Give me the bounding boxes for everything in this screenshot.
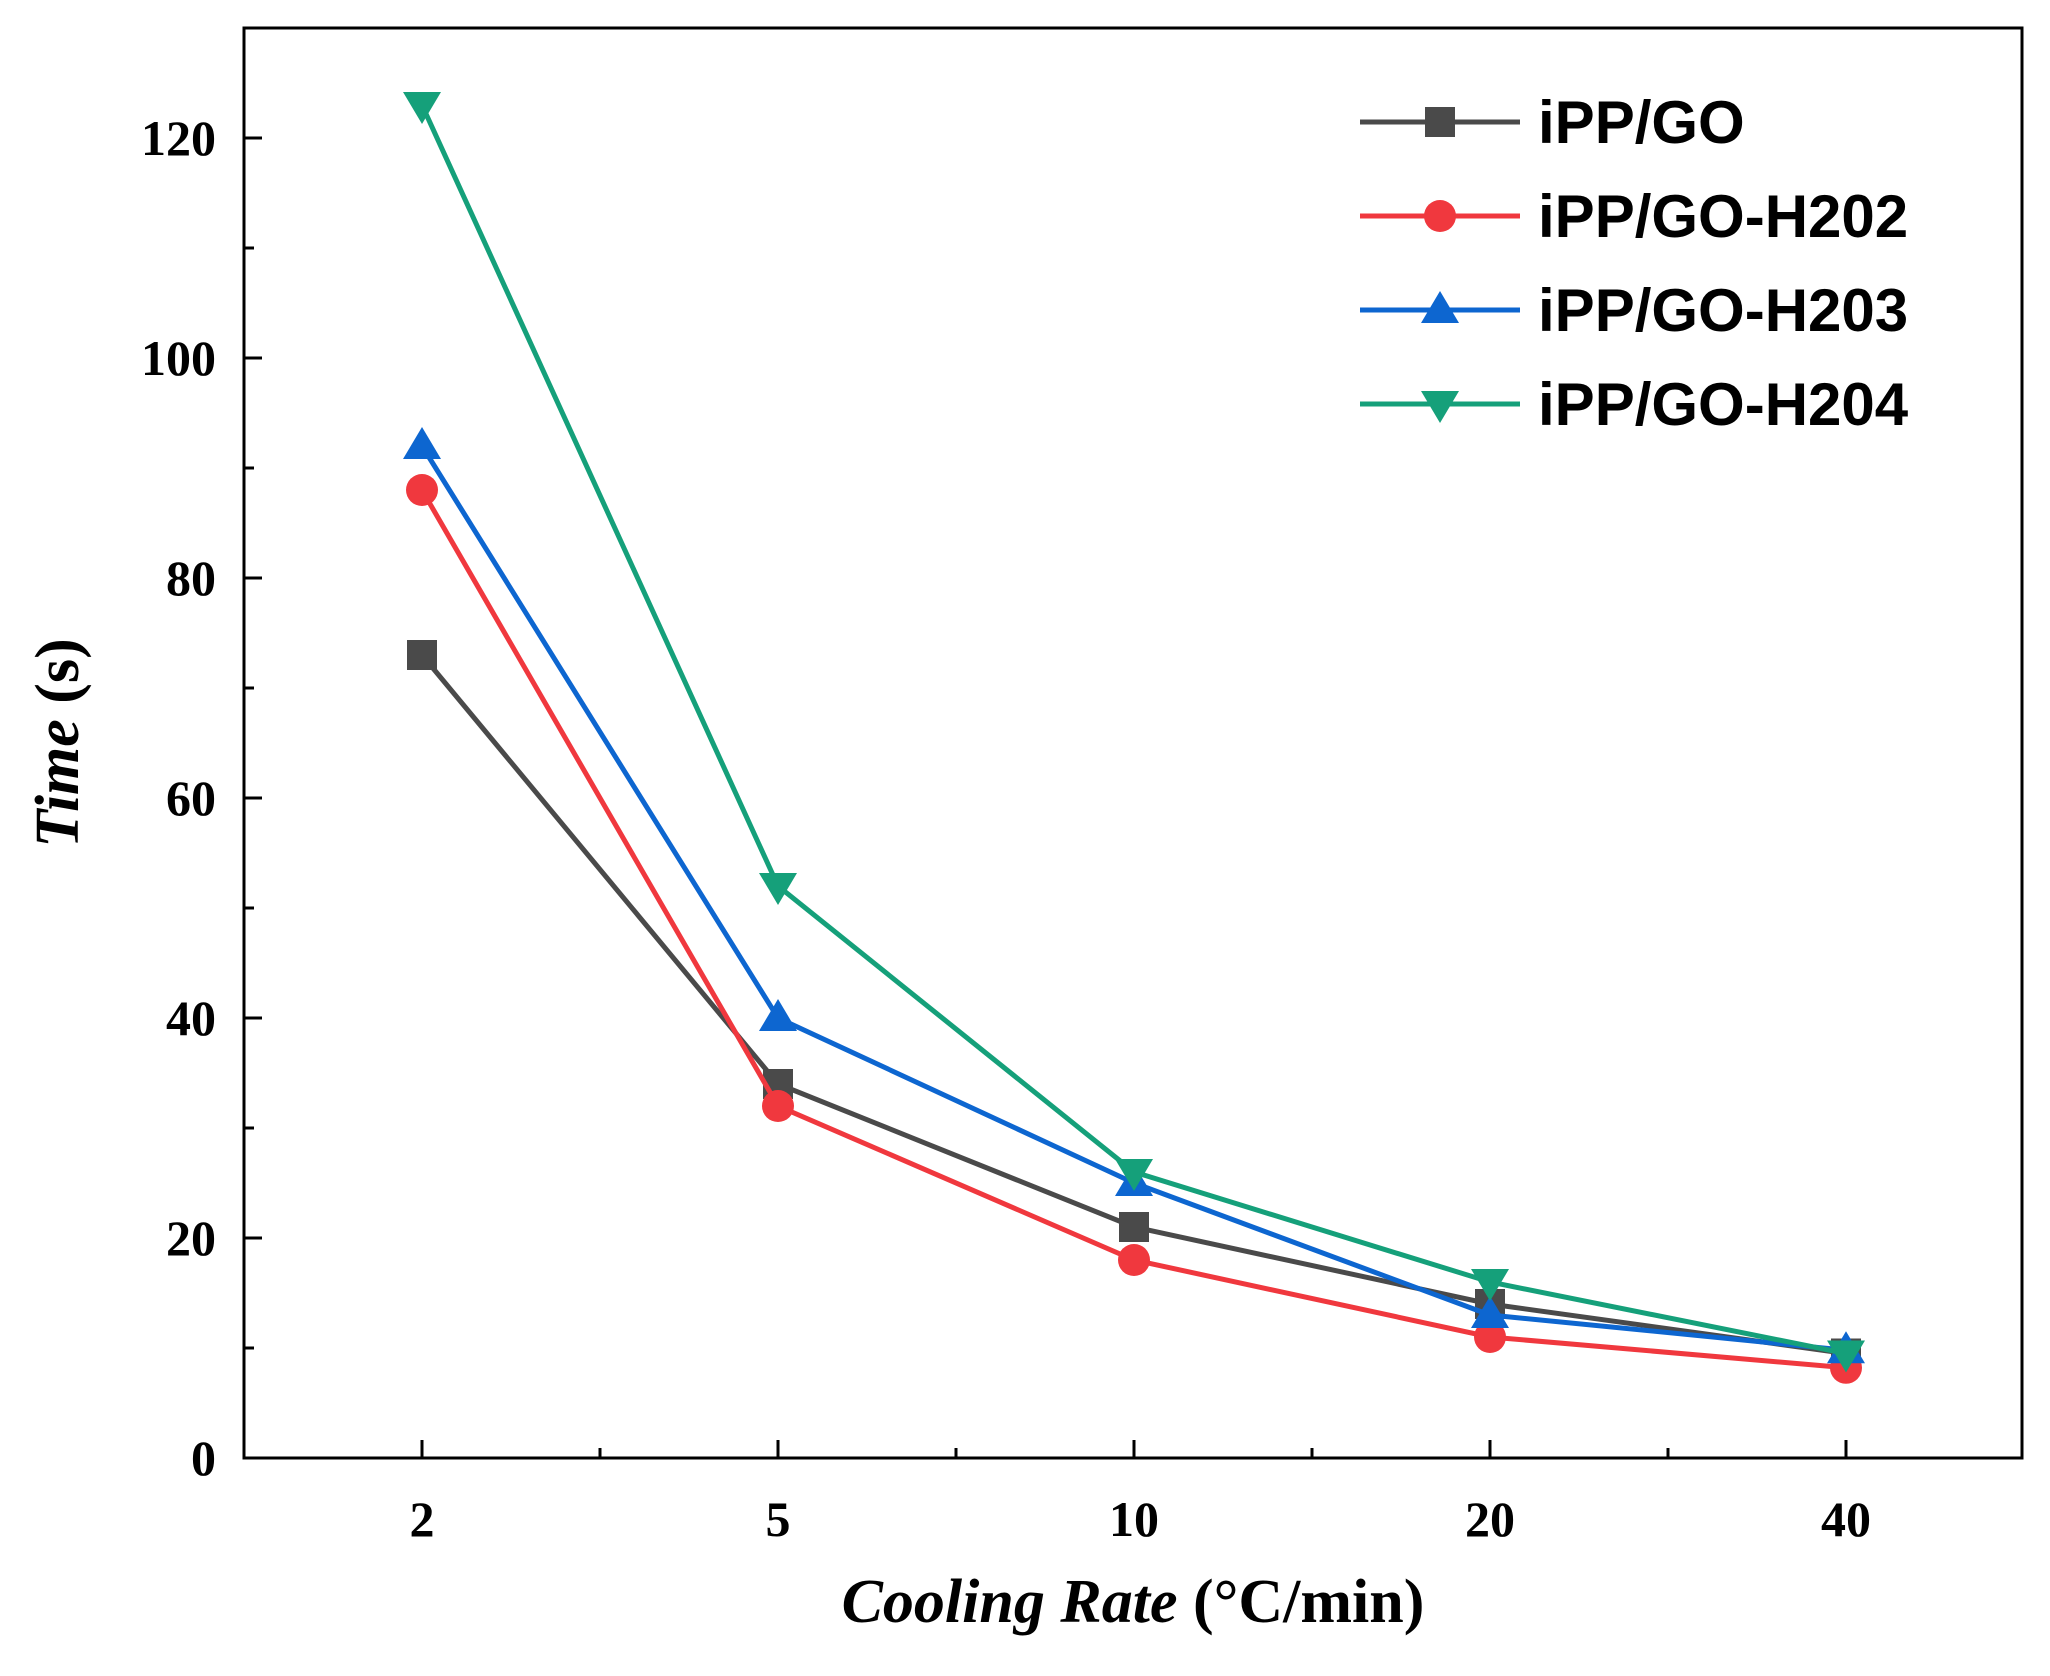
y-tick-label: 20 (166, 1210, 216, 1266)
y-axis-title-unit: (s) (24, 638, 92, 719)
data-point-ipp-go-h202 (406, 474, 438, 506)
y-axis-title: Time (s) (24, 638, 92, 847)
data-point-ipp-go (1119, 1212, 1149, 1242)
series-ipp-go-h204 (403, 92, 1865, 1373)
data-point-ipp-go-h202 (1118, 1244, 1150, 1276)
legend-marker (1424, 200, 1456, 232)
tick-marks: 0 20 40 60 80 100 120 2 5 10 20 40 (141, 110, 1871, 1547)
legend-item-ipp-go: iPP/GO (1360, 89, 1745, 156)
series-ipp-go-h202 (406, 474, 1862, 1384)
y-axis-title-italic: Time (24, 719, 92, 848)
data-point-ipp-go-h204 (1471, 1269, 1509, 1301)
x-tick-label: 5 (766, 1491, 791, 1547)
x-axis-title: Cooling Rate (°C/min) (842, 1568, 1425, 1636)
data-point-ipp-go-h203 (1471, 1296, 1509, 1328)
legend-label: iPP/GO-H202 (1538, 183, 1908, 250)
y-tick-label: 60 (166, 770, 216, 826)
legend-label: iPP/GO (1538, 89, 1745, 156)
data-point-ipp-go-h204 (759, 873, 797, 905)
x-tick-label: 2 (410, 1491, 435, 1547)
legend-label: iPP/GO-H203 (1538, 277, 1908, 344)
y-tick-label: 80 (166, 550, 216, 606)
data-point-ipp-go-h203 (403, 427, 441, 459)
legend-item-ipp-go-h203: iPP/GO-H203 (1360, 277, 1908, 344)
data-point-ipp-go-h202 (1474, 1321, 1506, 1353)
legend-item-ipp-go-h204: iPP/GO-H204 (1360, 371, 1909, 438)
y-tick-label: 100 (141, 330, 216, 386)
x-axis-title-unit: (°C/min) (1177, 1568, 1424, 1636)
data-point-ipp-go-h204 (1115, 1159, 1153, 1191)
legend: iPP/GO iPP/GO-H202 iPP/GO-H203 iPP/GO-H204 (1360, 89, 1909, 438)
series-group (403, 92, 1865, 1384)
data-point-ipp-go-h204 (1827, 1340, 1865, 1373)
x-tick-label: 10 (1109, 1491, 1159, 1547)
y-tick-label: 120 (141, 110, 216, 166)
legend-marker (1421, 291, 1459, 323)
legend-item-ipp-go-h202: iPP/GO-H202 (1360, 183, 1908, 250)
data-point-ipp-go-h202 (762, 1090, 794, 1122)
x-tick-label: 40 (1821, 1491, 1871, 1547)
x-tick-label: 20 (1465, 1491, 1515, 1547)
y-tick-label: 0 (191, 1430, 216, 1486)
legend-label: iPP/GO-H204 (1538, 371, 1909, 438)
x-axis-title-italic: Cooling Rate (842, 1568, 1178, 1636)
legend-marker (1425, 107, 1455, 137)
data-point-ipp-go-h204 (403, 92, 441, 124)
legend-marker (1421, 391, 1459, 423)
y-tick-label: 40 (166, 990, 216, 1046)
data-point-ipp-go (407, 640, 437, 670)
data-point-ipp-go-h203 (759, 999, 797, 1031)
